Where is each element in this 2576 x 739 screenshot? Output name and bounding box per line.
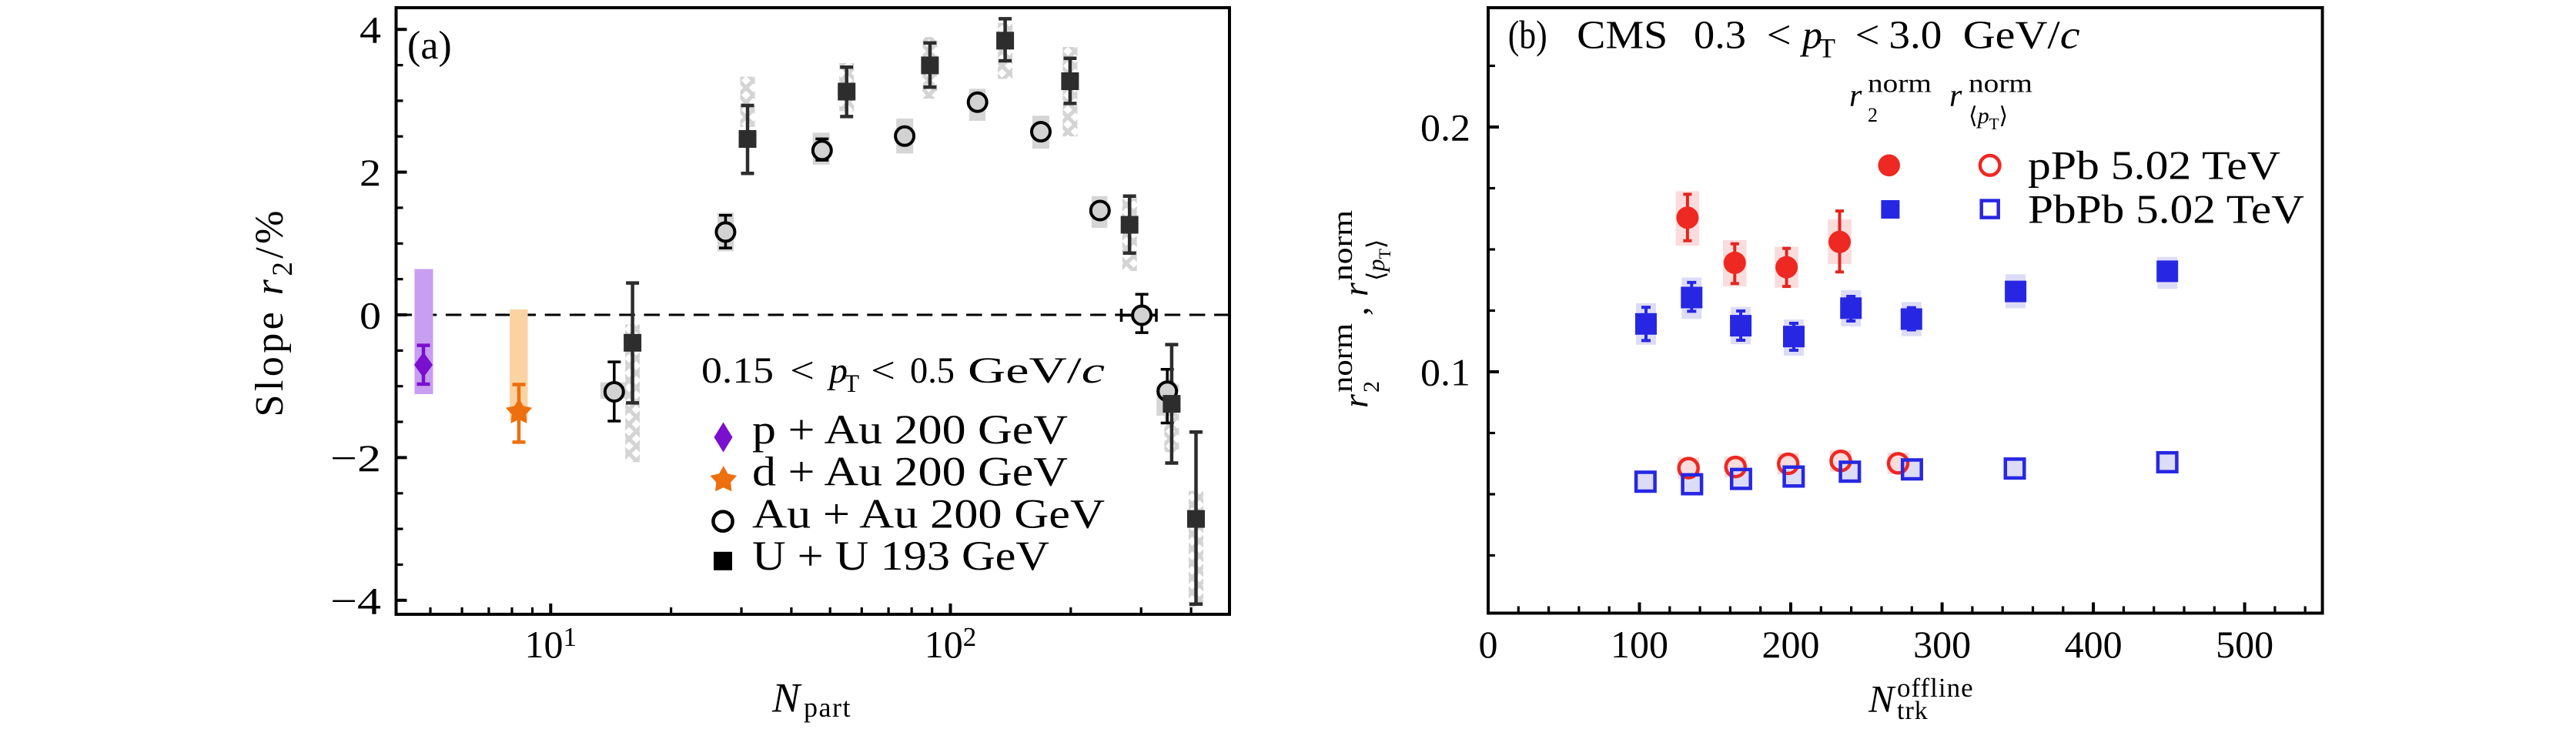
svg-text:pPb 5.02 TeV: pPb 5.02 TeV bbox=[2028, 143, 2280, 188]
svg-text:trk: trk bbox=[1897, 697, 1929, 725]
svg-text:N: N bbox=[771, 675, 802, 721]
svg-text:<: < bbox=[1767, 14, 1791, 58]
svg-text:norm: norm bbox=[1327, 323, 1359, 393]
svg-text:r: r bbox=[1336, 393, 1375, 408]
svg-text:p: p bbox=[1799, 14, 1822, 58]
svg-text:norm: norm bbox=[1868, 70, 1932, 99]
svg-text:2: 2 bbox=[1868, 104, 1878, 126]
svg-text:400: 400 bbox=[2065, 623, 2123, 666]
svg-text:,: , bbox=[1336, 307, 1375, 316]
svg-text:part: part bbox=[804, 692, 851, 723]
svg-text:r: r bbox=[1849, 79, 1862, 114]
svg-text:−2: −2 bbox=[330, 436, 381, 480]
svg-text:−4: −4 bbox=[330, 579, 381, 622]
svg-text:0.5: 0.5 bbox=[910, 350, 955, 391]
svg-text:200: 200 bbox=[1762, 623, 1820, 666]
svg-text:0.3: 0.3 bbox=[1694, 14, 1746, 58]
svg-text:⟨pT⟩: ⟨pT⟩ bbox=[1969, 103, 2008, 133]
svg-text:U + U 193 GeV: U + U 193 GeV bbox=[752, 533, 1049, 579]
svg-text:T: T bbox=[844, 370, 859, 398]
svg-text:0: 0 bbox=[1479, 623, 1498, 666]
svg-text:3.0: 3.0 bbox=[1889, 14, 1942, 58]
svg-text:offline: offline bbox=[1897, 673, 1974, 703]
svg-text:(a): (a) bbox=[407, 24, 452, 68]
svg-text:<: < bbox=[871, 350, 895, 391]
svg-text:GeV/c: GeV/c bbox=[1963, 14, 2080, 58]
svg-text:300: 300 bbox=[1913, 623, 1971, 666]
svg-text:(b): (b) bbox=[1508, 14, 1547, 58]
svg-text:<: < bbox=[1855, 14, 1880, 58]
svg-text:0.15: 0.15 bbox=[701, 350, 774, 391]
svg-text:norm: norm bbox=[1327, 210, 1359, 281]
svg-text:PbPb 5.02 TeV: PbPb 5.02 TeV bbox=[2028, 188, 2304, 232]
svg-text:d + Au 200 GeV: d + Au 200 GeV bbox=[752, 449, 1068, 495]
svg-text:0: 0 bbox=[360, 294, 381, 337]
svg-text:CMS: CMS bbox=[1577, 14, 1668, 58]
svg-text:2: 2 bbox=[360, 151, 381, 194]
svg-text:r: r bbox=[1949, 79, 1962, 114]
svg-text:0.1: 0.1 bbox=[1420, 351, 1470, 394]
svg-text:T: T bbox=[1818, 33, 1835, 64]
svg-text:<: < bbox=[790, 350, 815, 391]
svg-text:r: r bbox=[1336, 282, 1375, 296]
svg-text:N: N bbox=[1868, 677, 1896, 721]
svg-text:⟨pT⟩: ⟨pT⟩ bbox=[1362, 239, 1394, 281]
svg-text:p: p bbox=[827, 350, 848, 391]
svg-text:Au + Au 200 GeV: Au + Au 200 GeV bbox=[752, 491, 1105, 537]
svg-text:Slope r2/%: Slope r2/% bbox=[248, 211, 299, 417]
svg-text:p + Au 200 GeV: p + Au 200 GeV bbox=[752, 406, 1068, 453]
svg-text:GeV/c: GeV/c bbox=[968, 350, 1105, 391]
svg-text:0.2: 0.2 bbox=[1420, 106, 1470, 149]
svg-text:500: 500 bbox=[2216, 623, 2273, 666]
svg-text:2: 2 bbox=[1359, 381, 1384, 393]
svg-text:100: 100 bbox=[1611, 623, 1668, 666]
svg-text:4: 4 bbox=[360, 8, 381, 52]
svg-text:101: 101 bbox=[525, 622, 577, 666]
svg-text:102: 102 bbox=[925, 622, 977, 666]
svg-text:norm: norm bbox=[1969, 70, 2032, 99]
